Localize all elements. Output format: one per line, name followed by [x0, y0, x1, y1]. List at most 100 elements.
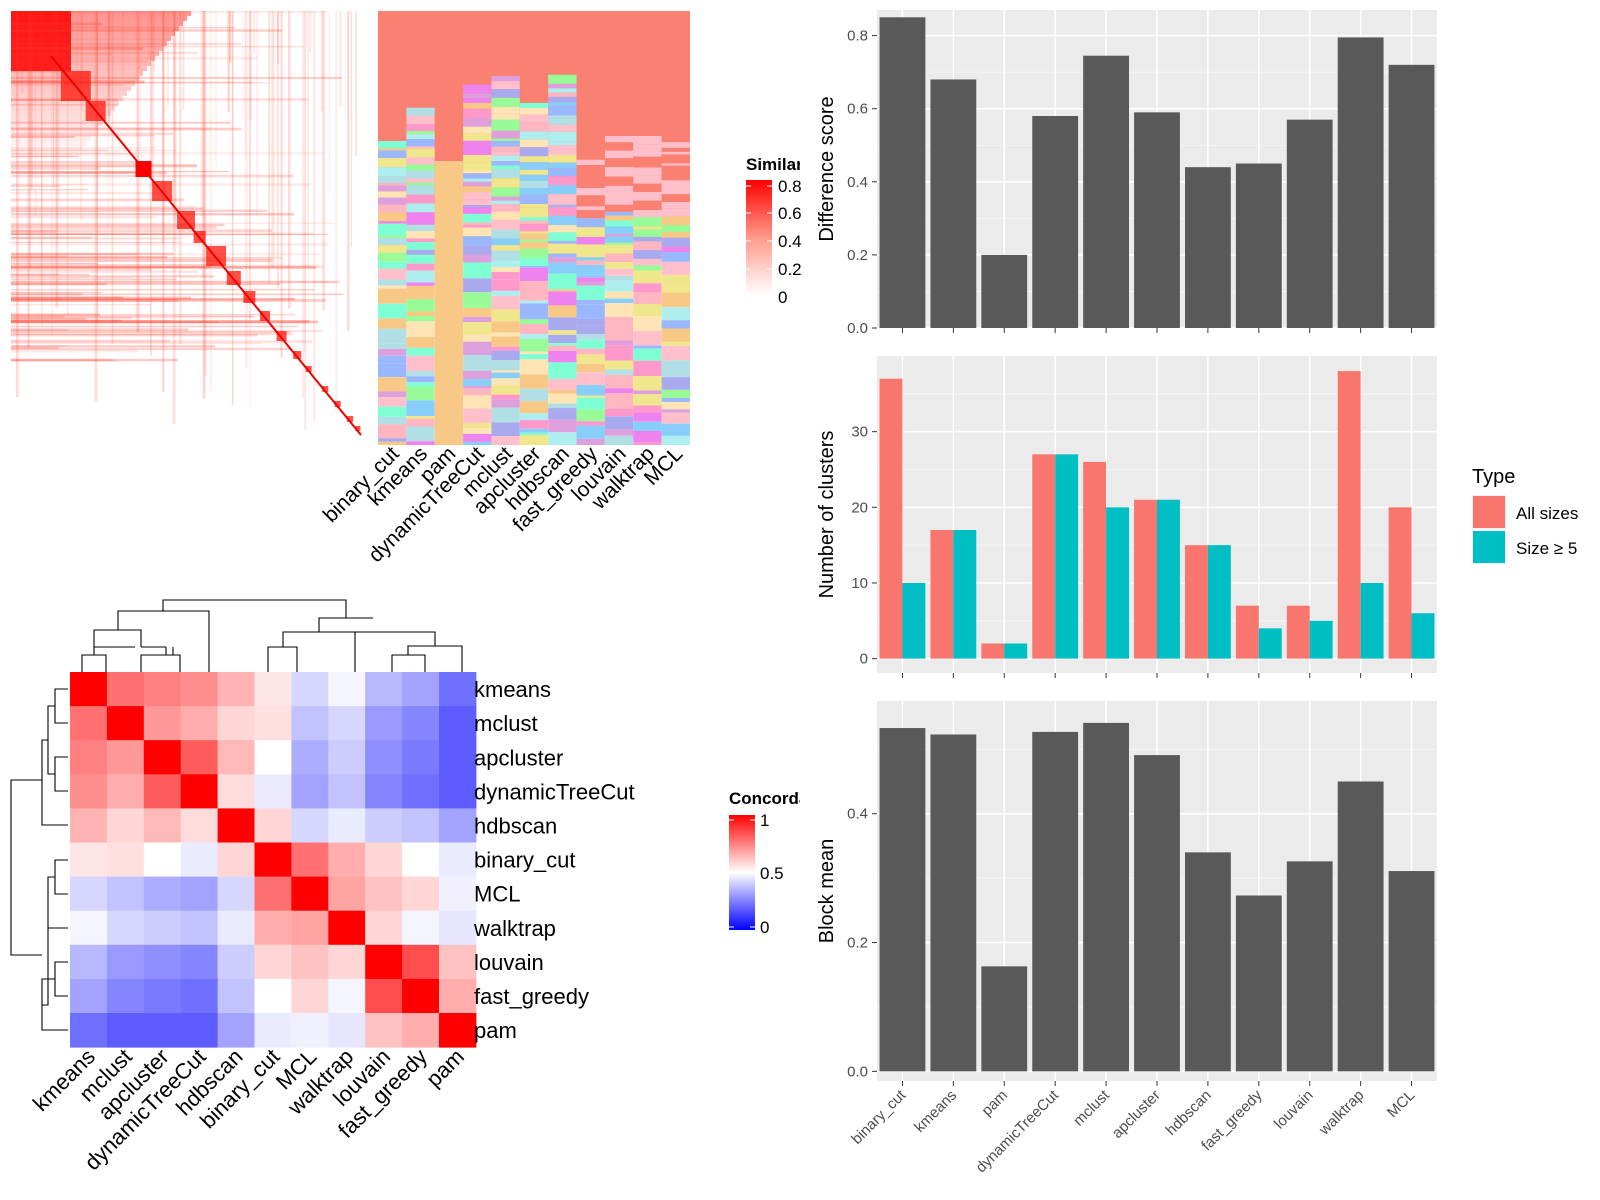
- class-segment: [463, 192, 492, 200]
- concordance-cell: [291, 1013, 329, 1048]
- class-segment: [406, 321, 435, 338]
- class-segment: [519, 324, 549, 335]
- class-segment: [463, 170, 492, 174]
- class-segment: [604, 369, 634, 375]
- class-segment: [661, 231, 690, 238]
- class-segment: [519, 265, 549, 268]
- class-segment: [463, 433, 492, 442]
- similarity-cell: [11, 134, 155, 137]
- y-tick-label: 0.2: [847, 247, 868, 264]
- class-segment: [406, 254, 435, 264]
- class-segment: [463, 307, 492, 317]
- similarity-cell: [11, 70, 75, 73]
- similarity-cell: [227, 11, 230, 112]
- similarity-cell: [11, 11, 91, 14]
- concordance-cell: [180, 740, 219, 775]
- concordance-legend-title: Concordance: [729, 789, 838, 808]
- similarity-cell: [328, 11, 330, 194]
- concordance-cell: [70, 1013, 108, 1048]
- class-segment: [378, 223, 407, 234]
- similarity-cell: [11, 266, 211, 268]
- similarity-cell: [347, 11, 350, 331]
- similarity-cell: [209, 11, 213, 391]
- concordance-panel: kmeans mclust apcluster dynamicTreeCut hdbsc…: [10, 599, 635, 1175]
- class-segment: [604, 166, 634, 177]
- bar-all-sizes: [1032, 454, 1056, 659]
- class-segment: [378, 191, 407, 198]
- class-segment: [548, 102, 577, 106]
- similarity-cell: [229, 11, 232, 63]
- class-segment: [491, 350, 520, 361]
- class-segment: [633, 258, 662, 266]
- class-segment: [406, 382, 435, 387]
- class-segment: [661, 328, 690, 342]
- type-legend: Type All sizes Size ≥ 5: [1472, 466, 1578, 564]
- class-segment: [576, 260, 605, 265]
- class-segment: [633, 144, 662, 152]
- concordance-cell: [291, 876, 329, 912]
- class-segment: [548, 305, 577, 318]
- similarity-cell: [203, 11, 207, 376]
- class-segment: [519, 233, 549, 240]
- class-segment: [604, 185, 634, 191]
- concordance-cell: [143, 774, 182, 809]
- bar-size-ge-5: [1360, 582, 1384, 659]
- class-segment: [378, 288, 407, 304]
- similarity-cell: [202, 11, 206, 399]
- class-segment: [548, 362, 577, 374]
- similarity-cell: [11, 328, 189, 331]
- class-segment: [491, 250, 520, 261]
- class-segment: [548, 92, 577, 97]
- similarity-cell: [11, 297, 295, 301]
- class-segment: [604, 408, 634, 417]
- class-segment: [548, 74, 577, 84]
- class-segment: [519, 334, 549, 339]
- similarity-cell: [277, 11, 279, 289]
- similarity-cell: [11, 345, 216, 348]
- class-segment: [519, 204, 549, 208]
- class-segment: [548, 115, 577, 119]
- concordance-cell: [106, 978, 145, 1014]
- class-segment: [604, 291, 634, 299]
- similarity-cell: [30, 11, 33, 190]
- class-segment: [633, 200, 662, 211]
- similarity-cell: [339, 11, 342, 107]
- class-segment: [661, 167, 690, 174]
- class-segment: [378, 328, 407, 344]
- class-segment: [576, 159, 605, 165]
- similarity-cell: [11, 152, 137, 155]
- class-segment: [633, 236, 662, 242]
- similarity-cell: [11, 280, 335, 283]
- class-segment: [491, 169, 520, 179]
- class-segment: [604, 215, 634, 221]
- y-tick-label: 0.8: [847, 28, 868, 45]
- similarity-cell: [122, 11, 124, 79]
- class-segment: [406, 182, 435, 186]
- similarity-cell: [11, 225, 217, 229]
- concordance-cell: [254, 944, 292, 980]
- class-segment: [378, 245, 407, 251]
- similarity-cell: [11, 46, 163, 51]
- class-segment: [604, 226, 634, 235]
- class-segment: [406, 263, 435, 271]
- concordance-cell: [254, 808, 292, 843]
- similarity-cell: [11, 334, 258, 337]
- class-segment: [548, 105, 577, 116]
- bar: [1134, 755, 1180, 1072]
- similarity-cell: [288, 11, 291, 309]
- bar-size-ge-5: [1207, 545, 1231, 659]
- bar-size-ge-5: [1309, 620, 1333, 659]
- similarity-cell: [11, 209, 268, 212]
- concordance-cell: [439, 910, 477, 946]
- class-segment: [378, 148, 407, 151]
- class-segment: [519, 280, 549, 296]
- class-segment: [633, 226, 662, 230]
- class-segment: [604, 211, 634, 216]
- class-segment: [633, 442, 662, 445]
- class-segment: [576, 171, 605, 181]
- class-segment: [519, 267, 549, 281]
- class-segment: [463, 254, 492, 263]
- similarity-cell: [11, 318, 86, 320]
- similarity-cell: [173, 11, 177, 222]
- class-segment: [463, 316, 492, 323]
